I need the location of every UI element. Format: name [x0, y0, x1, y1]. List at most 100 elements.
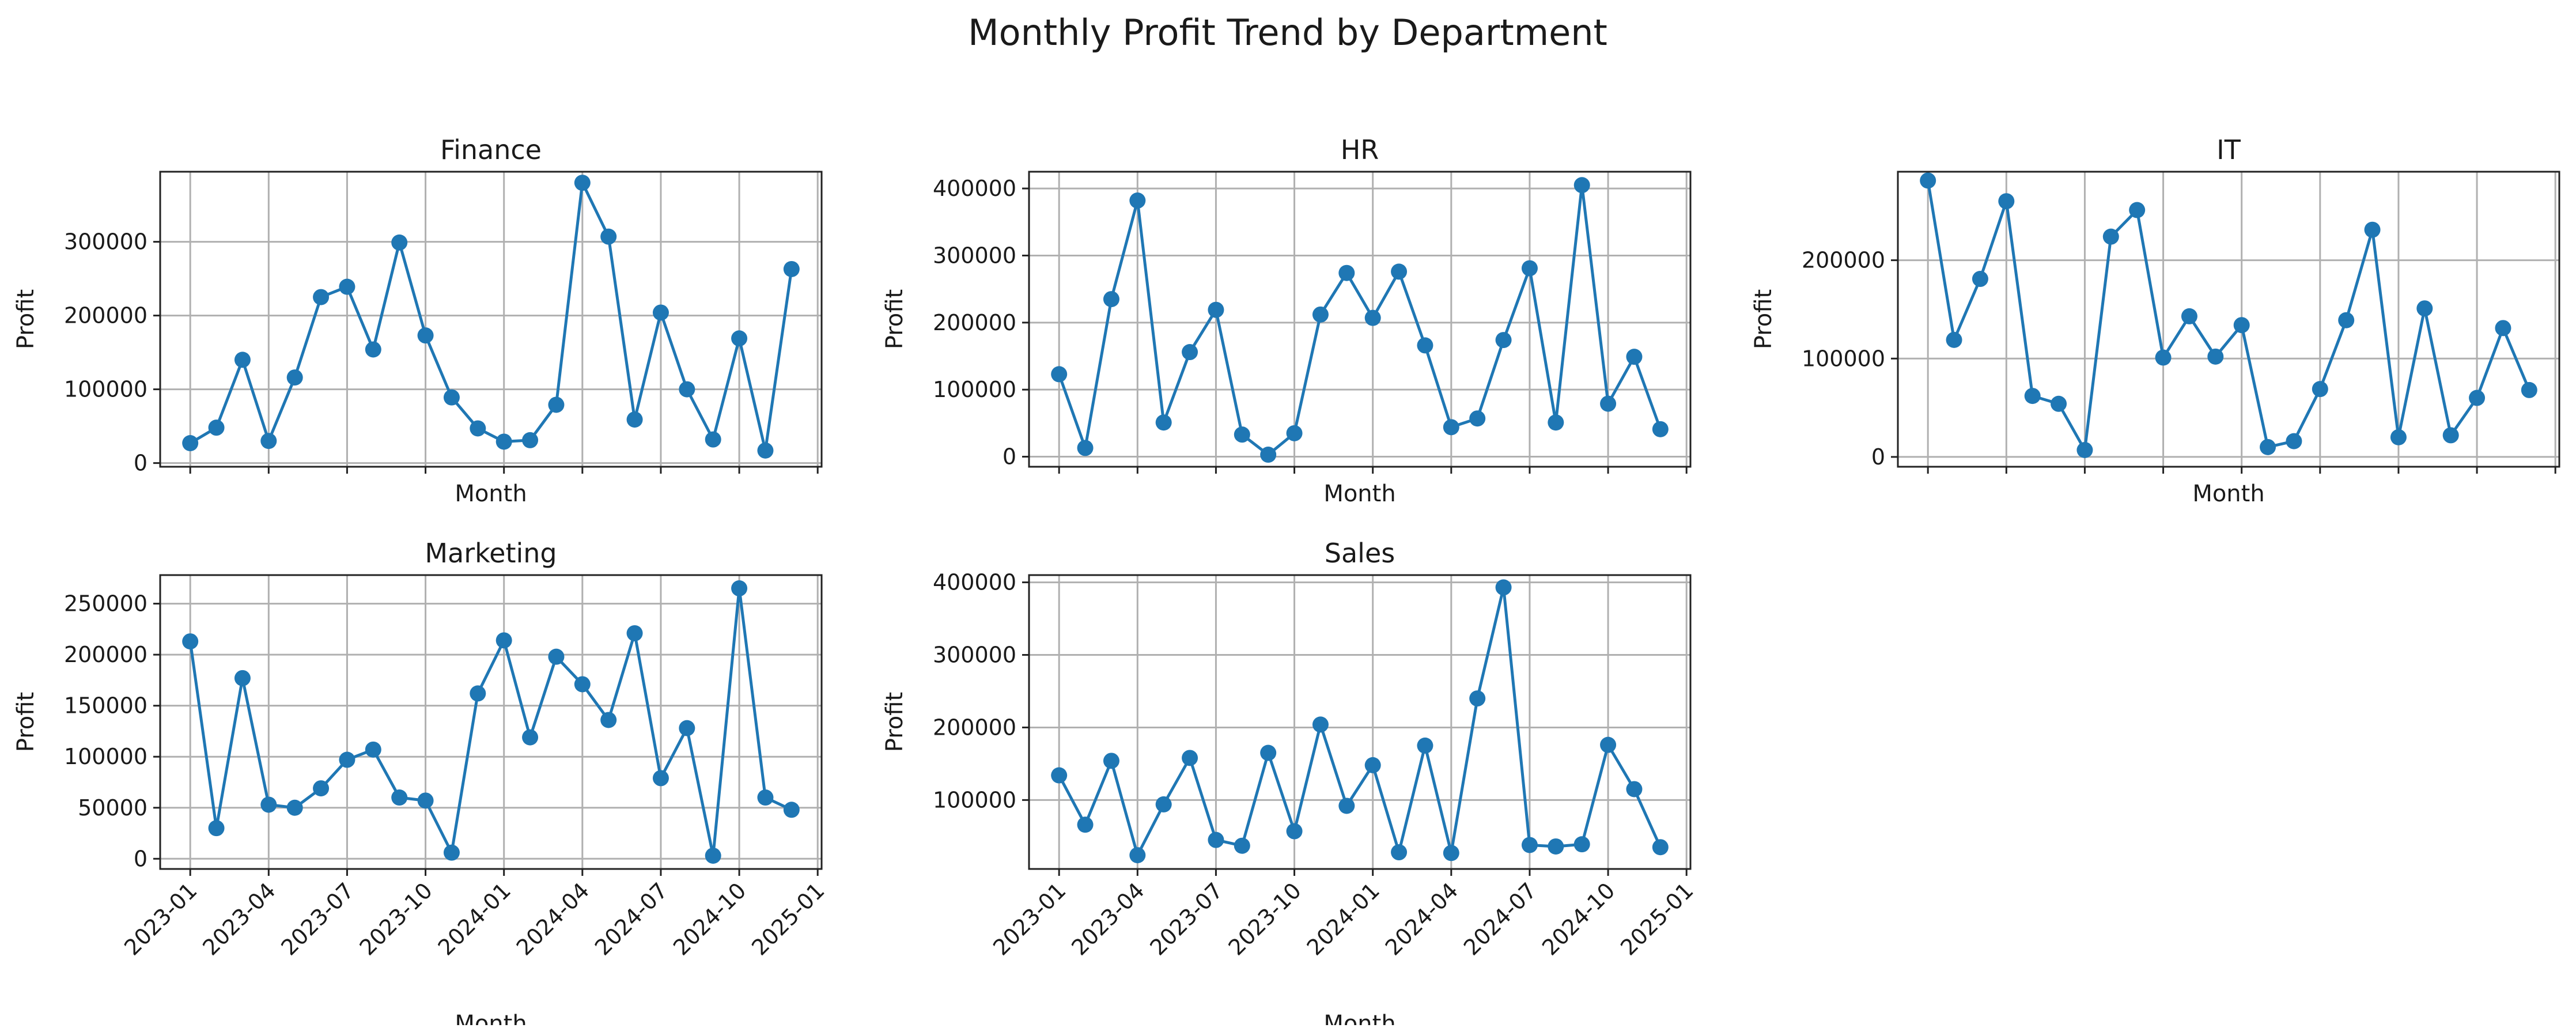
y-tick-label: 50000 — [78, 795, 147, 821]
data-point — [391, 234, 408, 251]
x-tick-label: 2024-07 — [1459, 878, 1541, 960]
data-point — [234, 670, 251, 686]
data-point — [600, 228, 617, 245]
y-tick-label: 0 — [134, 451, 147, 476]
data-point — [2442, 427, 2459, 444]
data-point — [1260, 744, 1277, 761]
panel-title: Sales — [1325, 538, 1395, 569]
y-tick-label: 200000 — [64, 303, 147, 328]
data-point — [1573, 177, 1590, 194]
data-point — [2024, 388, 2041, 405]
y-axis-label: Profit — [882, 289, 908, 349]
x-axis-label: Month — [455, 1011, 527, 1025]
data-point — [548, 396, 565, 413]
x-tick-label: 2024-07 — [590, 878, 672, 960]
data-point — [1417, 737, 1433, 754]
data-point — [339, 751, 355, 768]
data-point — [182, 435, 199, 452]
data-point — [1286, 425, 1303, 441]
plot-frame — [1897, 171, 2560, 468]
data-point — [626, 411, 643, 428]
data-point — [2155, 349, 2172, 366]
data-point — [2051, 395, 2067, 412]
panel-title: Finance — [440, 134, 542, 165]
data-point — [2181, 308, 2197, 324]
data-point — [234, 352, 251, 368]
data-point — [1208, 832, 1224, 848]
data-point — [1495, 332, 1512, 349]
y-tick-label: 100000 — [1802, 346, 1885, 371]
y-tick-label: 100000 — [933, 787, 1016, 812]
data-point — [1469, 410, 1486, 427]
data-point — [286, 799, 303, 816]
x-axis-label: Month — [1323, 1011, 1395, 1025]
plot-frame — [1028, 574, 1692, 870]
data-point — [522, 729, 539, 746]
data-point — [365, 341, 381, 358]
data-point — [417, 327, 434, 344]
data-point — [2469, 390, 2486, 406]
data-point — [1103, 291, 1119, 308]
data-point — [260, 796, 277, 813]
x-tick-label: 2023-04 — [198, 878, 280, 960]
data-point — [652, 304, 669, 321]
data-point — [731, 580, 748, 597]
data-point — [1972, 271, 1988, 288]
data-point — [2102, 228, 2119, 245]
data-point — [1920, 172, 1936, 189]
data-point — [208, 820, 225, 837]
x-tick-label: 2025-01 — [1616, 878, 1698, 960]
data-point — [2521, 381, 2537, 398]
y-tick-label: 100000 — [933, 377, 1016, 402]
data-point — [652, 770, 669, 787]
data-point — [391, 789, 408, 806]
data-point — [1600, 395, 1617, 412]
y-tick-label: 300000 — [933, 243, 1016, 268]
data-point — [1312, 716, 1329, 733]
data-point — [182, 633, 199, 650]
data-point — [1103, 753, 1119, 769]
x-tick-label: 2024-01 — [1302, 878, 1385, 960]
data-point — [1051, 366, 1068, 383]
data-point — [1129, 847, 1146, 864]
data-point — [208, 419, 225, 436]
y-tick-label: 0 — [1871, 444, 1885, 470]
data-point — [339, 278, 355, 295]
y-tick-label: 300000 — [933, 642, 1016, 668]
y-tick-label: 150000 — [64, 693, 147, 719]
data-point — [2260, 439, 2276, 455]
data-point — [1548, 838, 1564, 855]
data-point — [1600, 736, 1617, 753]
x-axis-label: Month — [2192, 481, 2264, 507]
data-point — [783, 260, 800, 277]
data-point — [2364, 221, 2381, 238]
y-tick-label: 0 — [1003, 444, 1016, 470]
data-point — [548, 648, 565, 665]
y-tick-label: 300000 — [64, 229, 147, 255]
x-tick-label: 2023-10 — [1224, 878, 1306, 960]
data-point — [1652, 839, 1669, 856]
x-tick-label: 2023-10 — [355, 878, 437, 960]
data-point — [679, 381, 695, 398]
data-point — [2312, 381, 2328, 398]
data-point — [1573, 836, 1590, 853]
x-tick-label: 2023-01 — [988, 878, 1071, 960]
data-point — [679, 720, 695, 736]
data-point — [1443, 845, 1459, 861]
data-point — [1077, 817, 1094, 833]
data-point — [443, 389, 460, 406]
panel-finance: 0 100000 200000 300000 Finance Month Profit — [13, 134, 823, 507]
data-point — [1338, 798, 1355, 814]
y-axis-label: Profit — [1750, 289, 1777, 349]
data-point — [757, 442, 774, 459]
data-point — [783, 802, 800, 818]
data-point — [2286, 433, 2302, 449]
series-line — [1057, 183, 1662, 456]
x-tick-label: 2024-04 — [1380, 878, 1463, 960]
x-axis-label: Month — [1323, 481, 1395, 507]
data-point — [1521, 837, 1538, 853]
data-point — [470, 420, 486, 437]
series-line — [1057, 585, 1662, 857]
x-tick-label: 2023-04 — [1066, 878, 1149, 960]
